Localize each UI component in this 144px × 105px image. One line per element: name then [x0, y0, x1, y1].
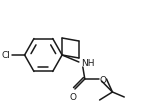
Text: Cl: Cl [2, 51, 11, 60]
Text: NH: NH [81, 58, 94, 68]
Text: O: O [100, 75, 107, 85]
Text: O: O [69, 93, 76, 102]
